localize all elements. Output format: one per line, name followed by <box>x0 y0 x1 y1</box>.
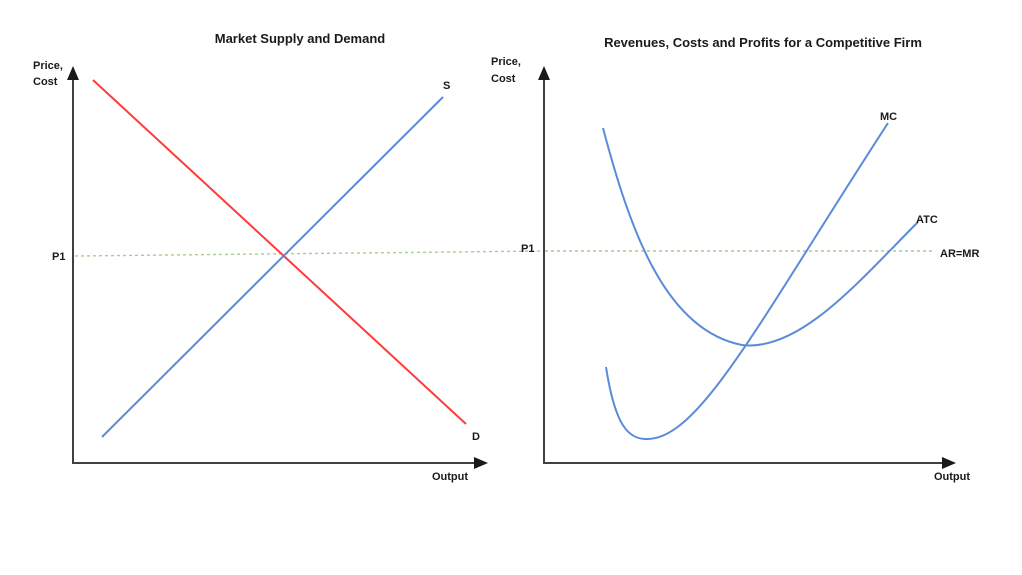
left-p1-label: P1 <box>52 251 65 263</box>
left-y-axis-label-line1: Price, <box>33 60 63 72</box>
market-supply-demand-chart: Market Supply and Demand Price, Cost Out… <box>33 31 546 483</box>
right-y-axis-label-line1: Price, <box>491 56 521 68</box>
left-y-axis-label-line2: Cost <box>33 76 58 88</box>
ar-mr-label: AR=MR <box>940 248 979 260</box>
left-chart-title: Market Supply and Demand <box>215 31 386 46</box>
atc-label: ATC <box>916 214 938 226</box>
mc-curve <box>605 122 889 441</box>
left-x-axis-label: Output <box>432 471 468 483</box>
right-y-axis-label-line2: Cost <box>491 73 516 85</box>
demand-label: D <box>472 431 480 443</box>
supply-curve <box>101 96 444 438</box>
right-x-axis-label: Output <box>934 471 970 483</box>
p1-price-line <box>74 250 546 257</box>
demand-curve <box>92 79 467 425</box>
right-chart-title: Revenues, Costs and Profits for a Compet… <box>604 35 922 50</box>
supply-label: S <box>443 80 450 92</box>
right-p1-label: P1 <box>521 243 534 255</box>
competitive-firm-chart: Revenues, Costs and Profits for a Compet… <box>491 35 979 483</box>
atc-curve <box>602 127 919 347</box>
mc-label: MC <box>880 111 897 123</box>
